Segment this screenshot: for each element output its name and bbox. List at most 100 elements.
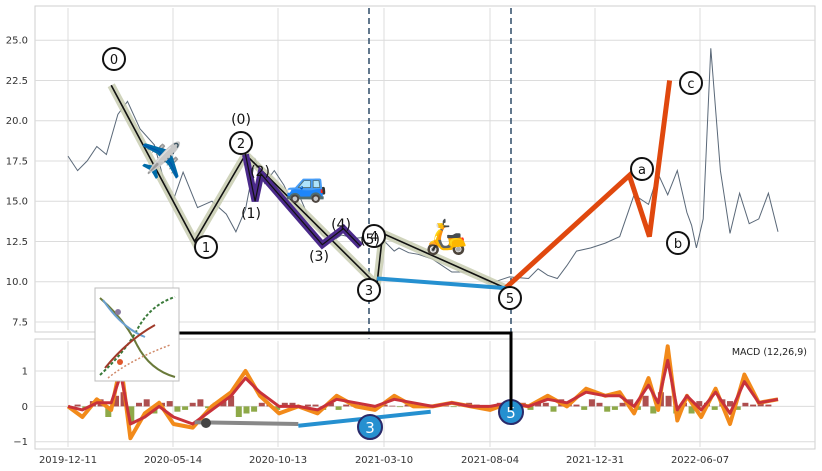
price-y-tick: 7.5: [12, 317, 28, 328]
macd-hist-bar: [742, 402, 749, 407]
x-axis-tick-labels: 2019-12-11 2020-05-14 2020-10-13 2021-03-10…: [39, 455, 729, 466]
macd-hist-bar: [588, 399, 595, 407]
macd-hist-bar: [650, 406, 657, 414]
wave-label-0: 0: [102, 47, 126, 71]
wave-label-c: c: [679, 71, 703, 95]
macd-hist-bar: [696, 401, 703, 407]
wave-label-a: a: [630, 157, 654, 181]
macd-hist-bar: [443, 405, 449, 407]
macd-hist-bar: [581, 406, 588, 410]
svg-text:b: b: [674, 237, 682, 252]
svg-text:3: 3: [365, 419, 375, 437]
macd-hist-bar: [750, 404, 757, 407]
macd-y-tick: −1: [13, 437, 28, 448]
macd-hist-bar: [604, 406, 611, 412]
wave-wave-5-line: [376, 276, 506, 291]
price-series: [67, 48, 779, 284]
macd-hist-bar: [243, 406, 250, 414]
svg-text:a: a: [638, 163, 646, 178]
macd-series-line-2: [67, 358, 779, 426]
macd-hist-bar: [182, 406, 189, 410]
svg-text:3: 3: [365, 284, 373, 299]
svg-text:2: 2: [237, 137, 245, 152]
macd-hist-bar: [727, 401, 733, 407]
macd-hist-bar: [228, 395, 235, 407]
wave-label-2: 2: [229, 131, 253, 155]
macd-hist-bar: [189, 402, 196, 407]
x-tick: 2020-10-13: [249, 455, 307, 466]
macd-hist-bar: [711, 406, 718, 410]
macd-hist-bar: [197, 399, 204, 407]
macd-hist-bar: [205, 406, 212, 409]
svg-text:5: 5: [506, 404, 516, 422]
subwave-label-p2: (2): [250, 164, 270, 180]
macd-hist-bar: [611, 406, 618, 410]
macd-marker-3: 3: [357, 414, 383, 440]
macd-hist-bar: [550, 406, 557, 412]
price-y-tick: 22.5: [6, 76, 28, 87]
macd-hist-bar: [450, 406, 457, 408]
wave-label-b: b: [666, 231, 690, 255]
macd-legend: MACD (12,26,9): [732, 347, 807, 358]
macd-hist-bar: [665, 395, 672, 407]
car-emoji: 🚙: [285, 165, 327, 205]
macd-hist-bar: [289, 402, 296, 407]
macd-hist-bar: [619, 402, 626, 407]
wave-label-3: 3: [357, 278, 381, 302]
subwave-label-p0: (0): [231, 112, 251, 128]
macd-hist-bar: [335, 406, 342, 410]
macd-hist-bar: [174, 406, 181, 412]
subwave-label-p1: (1): [241, 206, 261, 222]
macd-hist-bar: [251, 406, 258, 412]
macd-hist-bar: [542, 402, 549, 407]
inset-thumbnail: [94, 287, 180, 382]
svg-text:c: c: [687, 77, 694, 92]
price-y-tick: 12.5: [6, 237, 28, 248]
macd-hist-bar: [573, 404, 580, 407]
wave-label-4: 4: [362, 224, 386, 248]
macd-hist-bar: [274, 406, 281, 410]
macd-hist-bar: [235, 406, 242, 417]
wave-label-1: 1: [194, 235, 218, 259]
price-y-tick: 10.0: [6, 277, 28, 288]
macd-hist-bar: [281, 402, 288, 407]
price-y-tick-labels: 7.5 10.0 12.5 15.0 17.5 20.0 22.5 25.0: [6, 36, 28, 329]
macd-hist-bar: [757, 402, 764, 407]
price-y-tick: 20.0: [6, 116, 28, 127]
macd-hist-bar: [688, 406, 695, 414]
macd-grey-connector: [194, 420, 299, 426]
wave-corrective-line: [503, 80, 673, 290]
macd-hist-bar: [128, 406, 135, 425]
subwave-label-p5: (5): [360, 232, 380, 248]
price-y-tick: 17.5: [6, 156, 28, 167]
macd-hist-bar: [74, 404, 81, 407]
macd-y-tick-labels: −1 0 1: [13, 367, 28, 449]
price-line: [67, 48, 779, 284]
wave-overlays: [107, 80, 673, 294]
plane-emoji: ✈️: [140, 140, 182, 181]
macd-hist-bar: [397, 406, 403, 408]
macd-hist-bar: [105, 406, 112, 417]
macd-marker-5: 5: [498, 399, 524, 425]
macd-hist-bar: [143, 399, 150, 407]
scooter-emoji: 🛵: [425, 217, 467, 257]
macd-hist-bar: [527, 406, 534, 410]
svg-text:4: 4: [370, 230, 378, 245]
macd-y-tick: 1: [22, 367, 28, 378]
x-tick: 2021-12-31: [566, 455, 624, 466]
x-tick: 2021-08-04: [461, 455, 519, 466]
panel-connector-line: [150, 331, 513, 410]
subwave-label-p3: (3): [309, 249, 329, 265]
macd-hist-bar: [642, 395, 649, 407]
wave-main-line: [110, 84, 506, 289]
macd-hist-bar: [166, 401, 173, 407]
svg-text:0: 0: [110, 53, 118, 68]
macd-hist-bar: [404, 404, 411, 407]
x-tick: 2022-06-07: [671, 455, 729, 466]
macd-hist-bar: [312, 404, 319, 407]
x-tick: 2021-03-10: [355, 455, 413, 466]
macd-hist-bar: [343, 404, 350, 407]
macd-grey-dot: [201, 418, 211, 428]
x-tick: 2020-05-14: [144, 455, 202, 466]
macd-hist-bar: [136, 402, 142, 407]
